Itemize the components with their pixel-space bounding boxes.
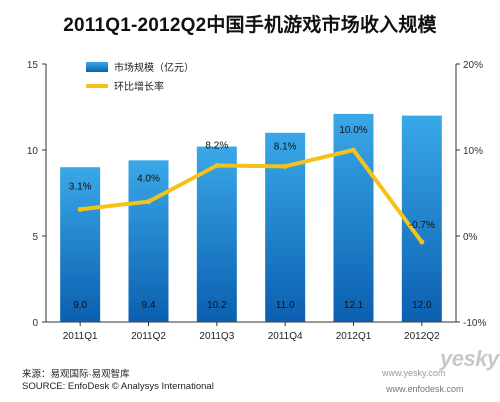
y-right-tick-label: 10% — [463, 146, 483, 157]
growth-point — [282, 163, 288, 169]
bar-value-label: 11.0 — [276, 300, 295, 311]
bar-value-label: 10.2 — [207, 300, 227, 311]
growth-value-label: 8.2% — [205, 140, 228, 151]
y-left-tick-label: 10 — [27, 146, 39, 157]
footer-source-en: SOURCE: EnfoDesk © Analysys Internationa… — [22, 381, 214, 392]
bar-value-label: 9.0 — [73, 300, 87, 311]
y-right-tick-label: -10% — [463, 318, 486, 329]
data-labels: 9.0 9.4 10.2 11.0 12.1 12.0 3.1% 4.0% 8.2% 8.1% 10… — [69, 125, 435, 311]
axes: 0 5 10 15 -10% 0% 10% 20% 2011Q1 2011Q2 2011Q3 2011… — [27, 60, 487, 342]
x-tick-label: 2011Q4 — [268, 331, 303, 342]
legend-line-label: 环比增长率 — [114, 80, 164, 93]
y-left-tick-label: 5 — [32, 232, 38, 243]
y-right-tick-label: 0% — [463, 232, 478, 243]
bar — [128, 160, 169, 322]
watermark-url-yesky: www.yesky.com — [382, 368, 446, 378]
growth-value-label: -0.7% — [409, 220, 435, 231]
bar-value-label: 9.4 — [142, 300, 156, 311]
growth-value-label: 4.0% — [137, 174, 160, 185]
bar — [333, 113, 374, 322]
bar — [60, 167, 101, 322]
x-tick-label: 2011Q2 — [131, 331, 166, 342]
bar-value-label: 12.1 — [344, 300, 364, 311]
legend-bar-label: 市场规模（亿元） — [114, 61, 194, 74]
growth-point — [77, 206, 83, 212]
x-tick-label: 2012Q2 — [404, 331, 440, 342]
growth-line-path — [78, 148, 424, 245]
y-left-tick-label: 0 — [32, 318, 38, 329]
y-left-tick-label: 15 — [27, 60, 39, 71]
growth-value-label: 10.0% — [339, 125, 367, 136]
growth-point — [419, 239, 425, 245]
growth-value-label: 3.1% — [69, 181, 92, 192]
legend: 市场规模（亿元） 环比增长率 — [86, 61, 194, 93]
chart-title: 2011Q1-2012Q2中国手机游戏市场收入规模 — [63, 15, 437, 36]
footer-source-cn: 来源：易观国际·易观智库 — [22, 369, 130, 380]
bar — [196, 146, 237, 322]
growth-point — [214, 162, 220, 168]
growth-value-label: 8.1% — [274, 141, 297, 152]
growth-line — [77, 147, 425, 245]
x-tick-label: 2011Q3 — [199, 331, 234, 342]
x-tick-label: 2011Q1 — [63, 331, 98, 342]
watermark-url: www.enfodesk.com — [386, 384, 464, 394]
bar-value-label: 12.0 — [412, 300, 432, 311]
x-tick-label: 2012Q1 — [336, 331, 372, 342]
growth-point — [351, 147, 356, 153]
watermark-logo: yesky — [440, 346, 499, 371]
legend-bar-swatch — [86, 62, 108, 72]
y-right-tick-label: 20% — [463, 60, 483, 71]
growth-point — [146, 199, 151, 205]
bar — [401, 115, 442, 322]
bars — [60, 113, 442, 322]
